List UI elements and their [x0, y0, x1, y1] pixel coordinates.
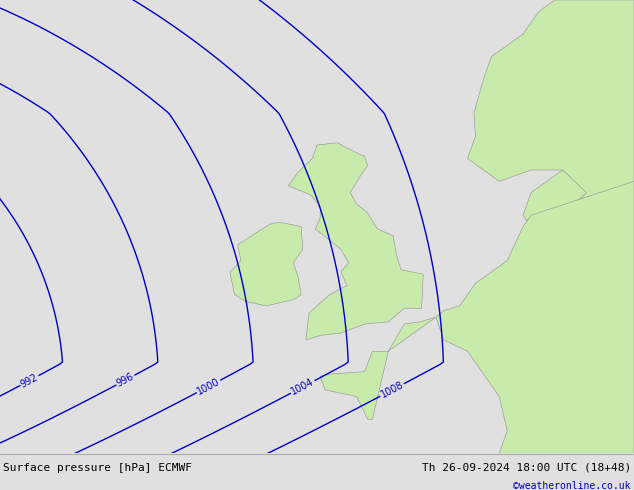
Text: 1008: 1008: [379, 380, 405, 400]
Text: 1000: 1000: [195, 376, 222, 396]
Text: ©weatheronline.co.uk: ©weatheronline.co.uk: [514, 481, 631, 490]
Polygon shape: [230, 222, 303, 306]
Text: Surface pressure [hPa] ECMWF: Surface pressure [hPa] ECMWF: [3, 463, 192, 473]
Polygon shape: [288, 143, 424, 340]
Polygon shape: [245, 453, 451, 490]
Text: Th 26-09-2024 18:00 UTC (18+48): Th 26-09-2024 18:00 UTC (18+48): [422, 463, 631, 473]
Text: 1004: 1004: [290, 377, 316, 397]
Polygon shape: [523, 170, 586, 226]
Polygon shape: [320, 181, 634, 453]
Text: 996: 996: [115, 371, 136, 389]
Polygon shape: [467, 0, 634, 204]
Text: 992: 992: [19, 372, 40, 390]
